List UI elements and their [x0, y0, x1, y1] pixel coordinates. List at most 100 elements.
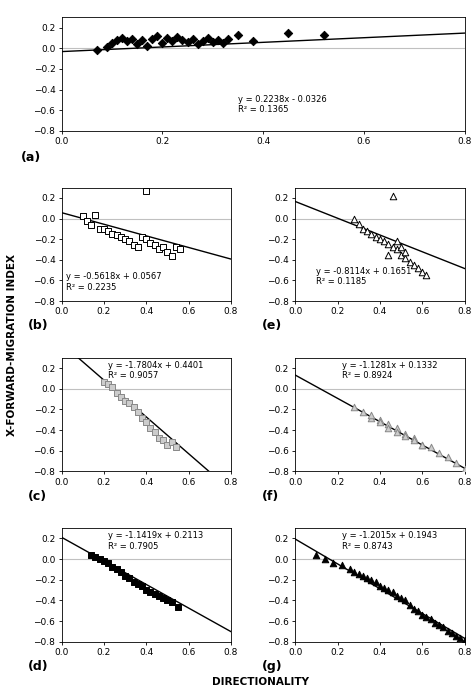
Point	[435, 620, 443, 631]
Point	[143, 416, 150, 427]
Text: (f): (f)	[261, 490, 279, 502]
Point	[320, 29, 328, 40]
Text: (d): (d)	[28, 660, 48, 673]
Point	[138, 34, 146, 46]
Point	[355, 218, 363, 229]
Point	[351, 213, 358, 224]
Point	[423, 270, 430, 281]
Point	[338, 560, 346, 571]
Point	[144, 41, 151, 52]
Point	[380, 236, 388, 247]
Point	[109, 228, 116, 239]
Point	[104, 378, 112, 389]
Point	[159, 242, 167, 253]
Point	[173, 31, 181, 42]
Text: X-FORWARD-MIGRATION INDEX: X-FORWARD-MIGRATION INDEX	[7, 254, 17, 436]
Point	[159, 435, 167, 446]
Point	[234, 29, 242, 40]
Point	[138, 580, 146, 591]
Point	[393, 591, 401, 602]
Point	[117, 391, 125, 402]
Point	[427, 613, 435, 624]
Point	[151, 240, 158, 251]
Point	[368, 412, 375, 423]
Point	[410, 435, 418, 446]
Point	[79, 211, 87, 222]
Point	[118, 32, 126, 43]
Point	[130, 402, 137, 413]
Point	[397, 242, 405, 253]
Point	[93, 45, 100, 56]
Point	[194, 39, 201, 50]
Point	[410, 603, 418, 614]
Point	[376, 414, 383, 425]
Point	[126, 236, 133, 247]
Point	[172, 441, 180, 452]
Point	[397, 249, 405, 260]
Point	[100, 224, 108, 235]
Point	[380, 582, 388, 593]
Point	[419, 439, 426, 450]
Point	[444, 451, 451, 462]
Point	[346, 564, 354, 575]
Point	[456, 632, 464, 643]
Point	[130, 576, 137, 587]
Point	[368, 574, 375, 585]
Point	[376, 416, 383, 427]
Point	[364, 226, 371, 237]
Point	[121, 570, 129, 581]
Point	[384, 249, 392, 260]
Point	[100, 376, 108, 387]
Point	[359, 224, 367, 235]
Text: y = 0.2238x - 0.0326
R² = 0.1365: y = 0.2238x - 0.0326 R² = 0.1365	[238, 95, 327, 114]
Point	[393, 426, 401, 437]
Point	[444, 626, 451, 637]
Point	[126, 572, 133, 583]
Point	[155, 244, 163, 255]
Point	[393, 244, 401, 255]
Point	[427, 441, 435, 452]
Point	[368, 409, 375, 420]
Point	[431, 618, 439, 629]
Point	[401, 431, 409, 442]
Text: y = -0.8114x + 0.1651
R² = 0.1185: y = -0.8114x + 0.1651 R² = 0.1185	[316, 267, 412, 286]
Point	[359, 406, 367, 417]
Point	[123, 35, 131, 46]
Point	[128, 33, 136, 44]
Point	[113, 230, 120, 241]
Point	[284, 27, 292, 38]
Point	[138, 232, 146, 243]
Point	[401, 253, 409, 264]
Point	[155, 591, 163, 602]
Text: (b): (b)	[28, 319, 48, 333]
Text: (a): (a)	[21, 151, 42, 164]
Point	[439, 622, 447, 633]
Point	[126, 397, 133, 408]
Point	[168, 437, 175, 448]
Point	[147, 586, 155, 598]
Point	[147, 422, 155, 433]
Point	[393, 422, 401, 433]
Point	[204, 32, 211, 43]
Point	[143, 584, 150, 595]
Point	[87, 219, 95, 230]
Point	[121, 234, 129, 245]
Point	[376, 580, 383, 591]
Text: (c): (c)	[28, 490, 47, 502]
Point	[164, 32, 171, 43]
Text: y = -1.1419x + 0.2113
R² = 0.7905: y = -1.1419x + 0.2113 R² = 0.7905	[108, 531, 203, 551]
Point	[368, 228, 375, 239]
Point	[113, 34, 121, 46]
Point	[151, 589, 158, 600]
Point	[401, 246, 409, 257]
Point	[179, 34, 186, 46]
Point	[312, 549, 320, 560]
Point	[164, 439, 171, 450]
Text: (e): (e)	[261, 319, 282, 333]
Point	[134, 406, 142, 417]
Point	[364, 572, 371, 583]
Point	[376, 234, 383, 245]
Point	[134, 578, 142, 589]
Point	[109, 382, 116, 393]
Point	[164, 246, 171, 257]
